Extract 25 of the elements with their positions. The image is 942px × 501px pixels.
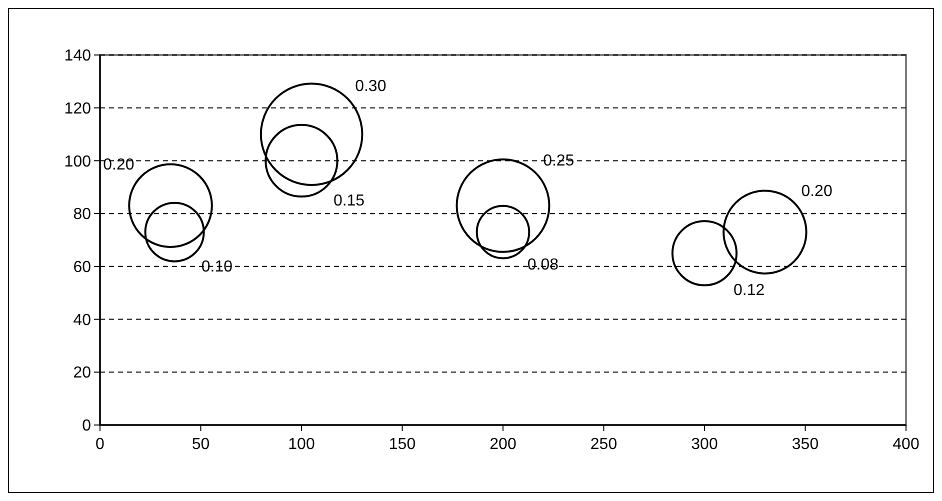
data-label: 0.12 — [733, 282, 765, 300]
y-tick-label: 40 — [73, 312, 92, 329]
x-tick-label: 400 — [892, 436, 920, 453]
y-tick-label: 120 — [64, 100, 92, 118]
x-tick-label: 350 — [792, 436, 819, 453]
y-tick-label: 20 — [73, 364, 92, 382]
x-tick-label: 50 — [192, 436, 210, 453]
y-tick-label: 60 — [73, 259, 92, 276]
data-label: 0.30 — [355, 78, 386, 95]
y-tick-label: 100 — [64, 153, 92, 170]
data-label: 0.25 — [543, 152, 574, 170]
y-tick-label: 140 — [64, 48, 92, 65]
data-label: 0.20 — [801, 182, 832, 200]
y-tick-label: 0 — [82, 418, 92, 435]
x-tick-label: 250 — [590, 436, 618, 453]
y-tick-label: 80 — [73, 206, 92, 224]
x-tick-label: 100 — [288, 436, 315, 453]
data-label: 0.20 — [103, 156, 134, 174]
data-label: 0.10 — [201, 258, 233, 276]
data-label: 0.08 — [527, 256, 559, 274]
x-tick-label: 150 — [388, 436, 416, 453]
x-tick-label: 300 — [691, 436, 718, 453]
data-label: 0.15 — [333, 192, 365, 210]
x-tick-label: 0 — [96, 436, 105, 453]
x-tick-label: 200 — [490, 436, 516, 453]
